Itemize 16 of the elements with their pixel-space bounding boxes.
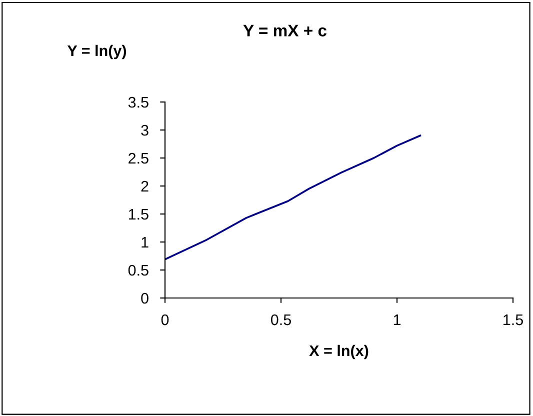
y-tick-label: 2: [141, 180, 148, 192]
x-axis-title: X = ln(x): [309, 344, 368, 360]
chart-title: Y = mX + c: [243, 24, 327, 36]
line-series: [165, 134, 422, 260]
x-tick-label: 0: [161, 314, 169, 326]
y-tick-label: 3: [141, 124, 148, 136]
y-axis-title: Y = ln(y): [67, 44, 126, 60]
y-tick-label: 0: [141, 292, 148, 304]
y-tick-label: 3.5: [128, 96, 148, 108]
y-tick-label: 2.5: [128, 152, 148, 164]
x-tick-label: 1.5: [504, 314, 523, 326]
y-tick-label: 1.5: [128, 209, 148, 220]
y-tick-label: 1: [142, 237, 148, 248]
x-tick-label: 0.5: [270, 314, 291, 326]
y-tick-label: 0.5: [128, 264, 148, 276]
x-tick-label: 1: [394, 314, 401, 326]
